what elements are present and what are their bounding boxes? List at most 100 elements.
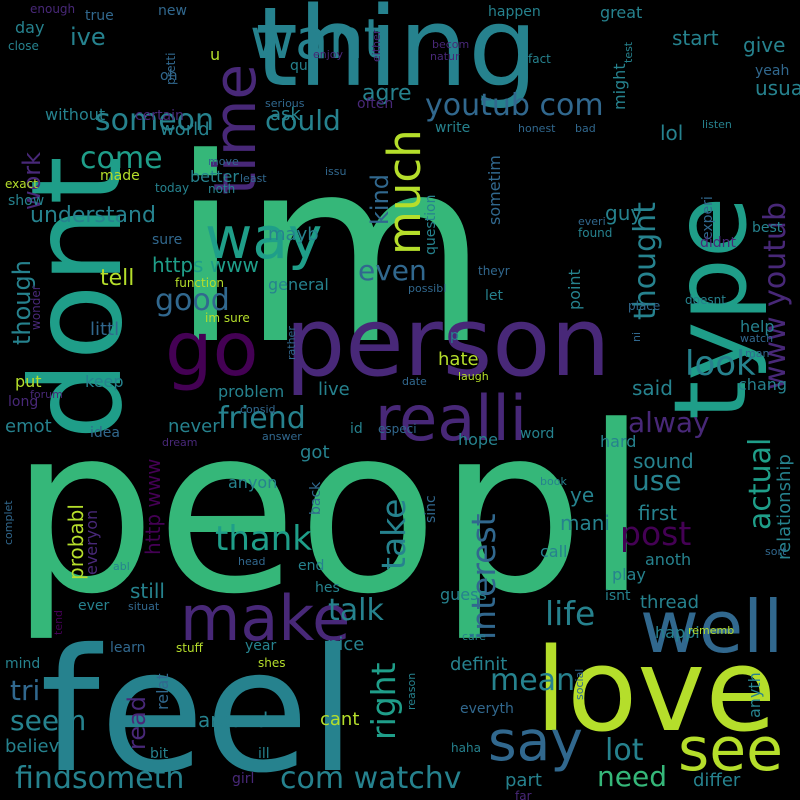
word-everi: everi [578, 215, 606, 228]
word-better: better [190, 167, 239, 186]
word-care: care [462, 630, 486, 643]
word-idea: idea [90, 425, 120, 441]
word-love: love [535, 624, 776, 758]
word-said: said [632, 376, 673, 400]
word-laugh: laugh [458, 370, 489, 383]
word-well: well [640, 585, 783, 669]
word-possibl: possibl [408, 282, 446, 295]
word-write: write [435, 120, 470, 136]
word-though: though [8, 260, 36, 345]
word-thank: thank [215, 519, 312, 559]
word-im: im [170, 104, 489, 401]
word-pretti: pretti [164, 53, 178, 85]
word-thought: thought [628, 202, 663, 320]
word-especi: especi [378, 422, 417, 436]
word-reason: reason [405, 673, 418, 710]
word-girl: girl [232, 771, 254, 787]
word-post: post [620, 514, 691, 553]
word-https-www: https www [152, 253, 259, 277]
word-could: could [265, 104, 341, 137]
word-often: often [357, 96, 393, 112]
word-situat: situat [128, 600, 160, 613]
word-wonder: wonder [29, 285, 43, 330]
word-person: person [285, 288, 611, 398]
word-come: come [80, 141, 163, 176]
word-far: far [515, 789, 532, 800]
word-play: play [612, 565, 646, 584]
word-emot: emot [5, 416, 52, 437]
word-ask: ask [270, 104, 301, 125]
word-agre: agre [362, 81, 412, 106]
word-new: new [158, 3, 187, 19]
word-ni: ni [630, 332, 643, 342]
word-relat: relat [153, 673, 172, 710]
word-feel: feel [40, 613, 356, 800]
word-sure: sure [152, 232, 182, 248]
word-tell: tell [100, 266, 134, 291]
word-still: still [130, 579, 165, 603]
word-everyon: everyon [82, 510, 101, 575]
word-true: true [85, 8, 114, 24]
word-probabl: probabl [64, 504, 88, 580]
word-head: head [238, 555, 265, 568]
word-give: give [743, 33, 785, 57]
word-shes: shes [258, 656, 286, 670]
word-use: use [632, 464, 682, 497]
word-life: life [545, 594, 595, 633]
word-u: u [210, 45, 220, 64]
word-end: end [298, 558, 324, 574]
word-happi: happi [655, 623, 700, 642]
word-lol: lol [660, 121, 683, 145]
word-experi: experi [700, 196, 716, 240]
word-thread: thread [640, 592, 699, 613]
word-thing: thing [255, 0, 538, 111]
word-need: need [597, 760, 667, 793]
word-seem: seem [10, 704, 86, 737]
word-bit: bit [150, 746, 169, 762]
word-live: live [318, 379, 350, 400]
word-book: book [540, 475, 567, 488]
word-date: date [402, 375, 427, 388]
word-enough: enough [30, 2, 75, 16]
word-ever: ever [78, 598, 110, 614]
word-man: man [745, 347, 769, 360]
word-guy: guy [605, 201, 642, 225]
word-natur: natur [430, 50, 460, 63]
word-got: got [300, 442, 330, 463]
word-abl: abl [113, 560, 130, 573]
word-anyth: anyth [745, 672, 764, 718]
word-around: around [198, 708, 268, 732]
word-honest: honest [518, 122, 556, 135]
word-dont: dont [5, 156, 150, 440]
word-forum: forum [30, 388, 63, 401]
word-mayb: mayb [268, 224, 319, 245]
word-peopl: peopl [10, 378, 648, 645]
word-guess: guess [440, 585, 487, 604]
word-rememb: rememb [688, 624, 734, 637]
word-believ: believ [5, 736, 60, 757]
word-back: back [308, 481, 324, 515]
word-start: start [672, 26, 719, 50]
word-made: made [100, 168, 140, 184]
word-lot: lot [605, 733, 644, 768]
word-hard: hard [600, 432, 636, 451]
word-hate: hate [438, 349, 479, 370]
word-happen: happen [488, 4, 541, 20]
word-general: general [268, 275, 329, 294]
word-watch: watch [740, 332, 773, 345]
word-im-sure: im sure [205, 311, 250, 325]
word-hope: hope [458, 430, 498, 449]
word-yeah: yeah [755, 63, 789, 79]
word-littl: littl [90, 319, 119, 340]
word-much: much [378, 129, 431, 255]
word-call: call [540, 542, 568, 561]
word-world: world [160, 119, 210, 140]
word-findsometh: findsometh [15, 761, 184, 796]
word-year: year [245, 638, 276, 654]
word-tri: tri [10, 674, 40, 707]
word-relationship: relationship [774, 454, 795, 560]
word-youtub-com: youtub com [425, 88, 604, 123]
word-isnt: isnt [605, 588, 631, 604]
